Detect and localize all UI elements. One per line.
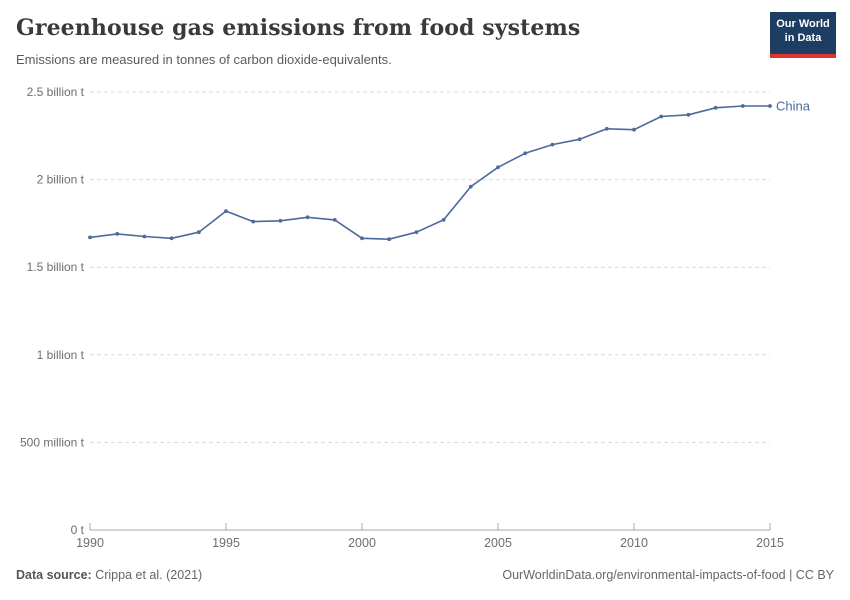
data-point-marker[interactable]	[441, 218, 446, 222]
data-point-marker[interactable]	[360, 236, 364, 241]
x-axis-tick-label: 2015	[756, 536, 784, 550]
data-point-marker[interactable]	[305, 215, 310, 220]
owid-logo[interactable]: Our World in Data	[770, 12, 836, 58]
data-point-marker[interactable]	[659, 114, 664, 119]
data-point-marker[interactable]	[332, 218, 337, 222]
data-point-marker[interactable]	[768, 104, 772, 108]
data-point-marker[interactable]	[115, 232, 120, 236]
data-point-marker[interactable]	[278, 218, 283, 223]
data-point-marker[interactable]	[196, 230, 201, 235]
data-point-marker[interactable]	[387, 237, 392, 242]
chart-subtitle: Emissions are measured in tonnes of carb…	[16, 52, 392, 67]
x-axis-tick-label: 1990	[76, 536, 104, 550]
data-point-marker[interactable]	[740, 104, 745, 108]
data-point-marker[interactable]	[577, 137, 582, 142]
data-point-marker[interactable]	[604, 126, 609, 131]
data-source: Data source: Crippa et al. (2021)	[16, 568, 202, 582]
data-point-marker[interactable]	[251, 219, 256, 224]
y-axis-tick-label: 2.5 billion t	[27, 85, 85, 99]
data-point-marker[interactable]	[550, 142, 555, 147]
x-axis-tick-label: 1995	[212, 536, 240, 550]
attribution-link[interactable]: OurWorldinData.org/environmental-impacts…	[502, 568, 834, 582]
y-axis-tick-label: 2 billion t	[37, 173, 85, 187]
chart-footer: Data source: Crippa et al. (2021) OurWor…	[16, 568, 834, 582]
data-point-marker[interactable]	[632, 127, 636, 132]
data-point-marker[interactable]	[523, 151, 528, 156]
data-point-marker[interactable]	[414, 230, 419, 235]
x-axis-tick-label: 2005	[484, 536, 512, 550]
x-axis-tick-label: 2000	[348, 536, 376, 550]
data-source-label: Data source:	[16, 568, 92, 582]
x-axis-tick-label: 2010	[620, 536, 648, 550]
data-point-marker[interactable]	[142, 234, 147, 239]
data-point-marker[interactable]	[88, 235, 92, 240]
data-point-marker[interactable]	[496, 165, 500, 170]
y-axis-tick-label: 1 billion t	[37, 348, 85, 362]
series-line-china[interactable]	[89, 105, 771, 240]
data-point-marker[interactable]	[468, 184, 473, 189]
data-point-marker[interactable]	[713, 105, 718, 110]
y-axis-tick-label: 1.5 billion t	[27, 260, 85, 274]
y-axis-tick-label: 500 million t	[20, 435, 85, 449]
page-title: Greenhouse gas emissions from food syste…	[16, 15, 581, 41]
data-point-marker[interactable]	[224, 209, 228, 214]
data-point-marker[interactable]	[686, 112, 691, 117]
series-end-label-china[interactable]: China	[776, 99, 811, 114]
owid-logo-line1: Our World	[776, 18, 830, 30]
data-source-value: Crippa et al. (2021)	[95, 568, 203, 582]
y-axis-tick-label: 0 t	[71, 523, 85, 537]
data-point-marker[interactable]	[169, 236, 174, 241]
owid-logo-line2: in Data	[784, 32, 822, 44]
